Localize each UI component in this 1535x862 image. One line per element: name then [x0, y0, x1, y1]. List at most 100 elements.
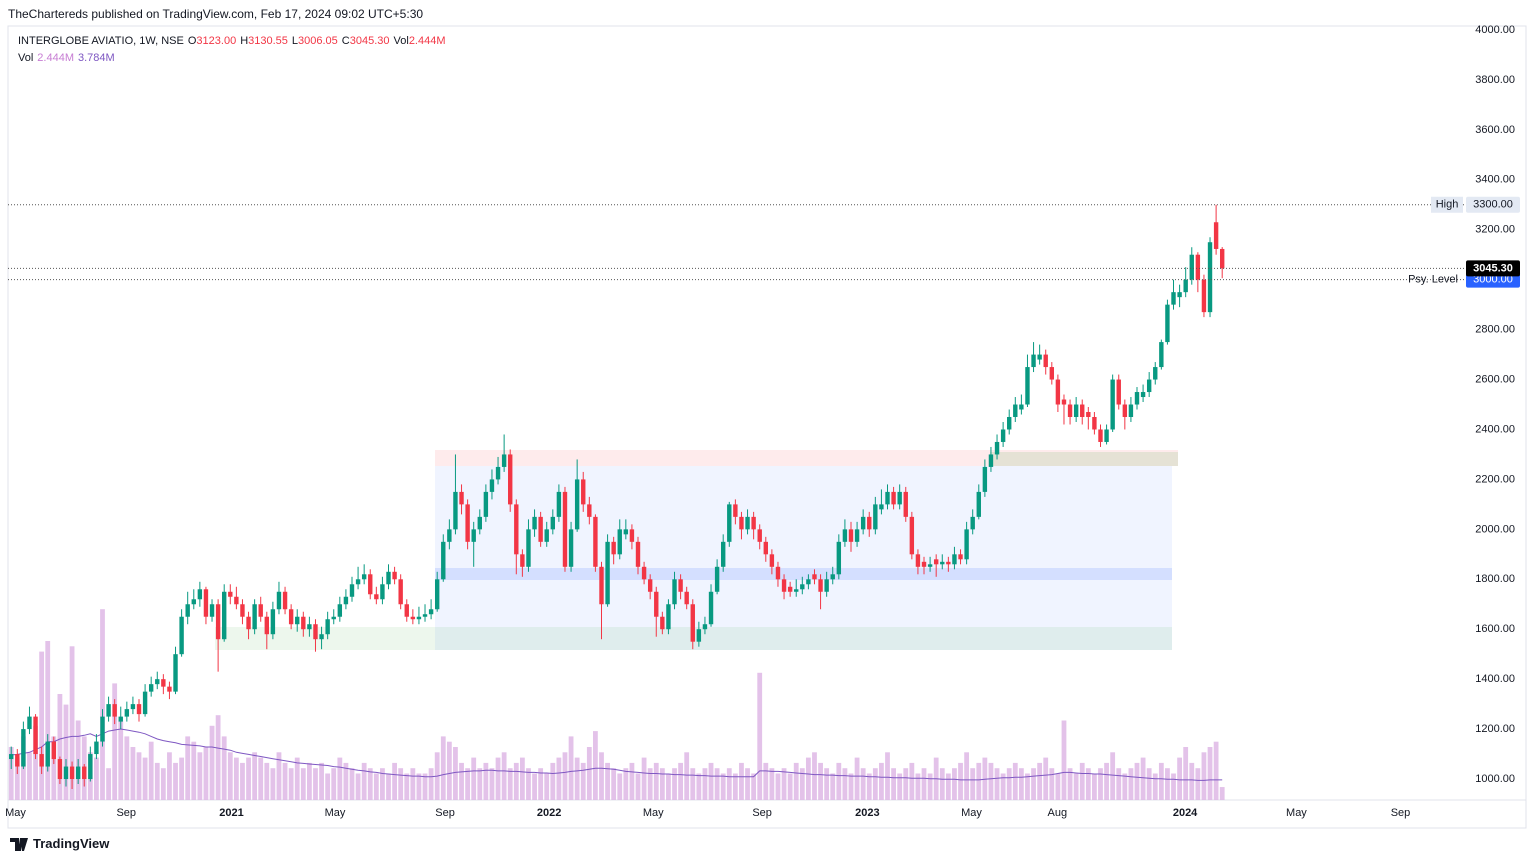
volume-bar — [1018, 768, 1024, 800]
y-tick-label: 2600.00 — [1475, 373, 1515, 385]
volume-bar — [446, 741, 452, 800]
y-tick-label: 3200.00 — [1475, 224, 1515, 236]
level-price-label: 3000.00 — [1473, 274, 1513, 286]
volume-bar — [684, 752, 690, 800]
volume-bar — [203, 747, 209, 800]
volume-bar — [647, 768, 653, 800]
volume-bar — [952, 768, 957, 800]
volume-bar — [398, 768, 404, 800]
candle-body — [21, 729, 26, 767]
volume-bar — [775, 773, 781, 800]
candle-body — [520, 554, 525, 567]
volume-bar — [258, 757, 264, 800]
candle-body — [428, 609, 434, 615]
level-label: Psy. Level — [1408, 274, 1458, 286]
volume-bar — [1067, 768, 1073, 800]
candle-body — [751, 516, 756, 530]
candle-body — [727, 504, 732, 542]
candle-body — [355, 579, 361, 585]
volume-bar — [787, 773, 793, 800]
volume-bar — [672, 768, 677, 800]
volume-bar — [988, 762, 994, 800]
volume-bar — [818, 762, 823, 800]
candle-body — [946, 561, 951, 565]
candle-body — [471, 529, 476, 542]
candle-body — [282, 591, 288, 610]
volume-bar — [459, 762, 464, 800]
volume-bar — [653, 762, 659, 800]
candle-body — [666, 604, 671, 630]
volume-bar — [422, 773, 428, 800]
y-tick-label: 2000.00 — [1475, 523, 1515, 535]
candle-body — [1080, 404, 1085, 417]
volume-bar — [666, 773, 671, 800]
candle-body — [1086, 412, 1091, 417]
legend-row: INTERGLOBE AVIATIO, 1W, NSE O3123.00 H3130… — [18, 35, 450, 47]
candle-body — [812, 574, 817, 580]
legend-value: 3130.55 — [248, 35, 288, 47]
legend-value: 3045.30 — [349, 35, 390, 47]
candle-body — [483, 491, 489, 517]
candle-body — [33, 716, 38, 755]
volume-bar — [854, 757, 860, 800]
candle-body — [63, 766, 69, 780]
y-tick-label: 1200.00 — [1475, 723, 1515, 735]
volume-bar — [964, 752, 970, 800]
candle-body — [1177, 292, 1182, 298]
volume-bar — [526, 768, 531, 800]
candle-body — [1189, 254, 1194, 280]
volume-bar — [209, 725, 215, 800]
volume-bar — [112, 683, 118, 800]
volume-bar — [355, 773, 361, 800]
volume-bar — [319, 762, 324, 800]
candle-body — [276, 591, 282, 610]
candle-body — [94, 741, 99, 755]
volume-bar — [416, 773, 422, 800]
y-tick-label: 1800.00 — [1475, 573, 1515, 585]
candle-body — [39, 754, 44, 767]
volume-bar — [872, 768, 878, 800]
candle-body — [806, 579, 811, 585]
candle-body — [830, 574, 835, 580]
volume-bar — [495, 757, 501, 800]
candle-body — [434, 579, 440, 610]
candle-body — [775, 566, 781, 580]
volume-bar — [848, 773, 854, 800]
level-price-box — [1466, 196, 1520, 213]
volume-bar — [142, 757, 148, 800]
candle-body — [313, 624, 318, 640]
candle-body — [587, 504, 592, 517]
volume-bar — [629, 762, 635, 800]
candle-body — [1165, 304, 1170, 343]
candles — [9, 204, 1225, 790]
volume-bar — [246, 757, 251, 800]
volume-bar — [410, 768, 416, 800]
volume-bar — [428, 768, 434, 800]
candle-body — [550, 516, 556, 530]
volume-bar — [921, 768, 927, 800]
volume-bar — [751, 773, 757, 800]
candle-body — [57, 759, 63, 780]
volume-bar — [830, 773, 836, 800]
candle-body — [623, 529, 629, 535]
volume-bar — [544, 773, 550, 800]
candle-body — [82, 766, 87, 780]
candle-body — [720, 541, 726, 567]
candle-body — [1067, 404, 1073, 417]
legend-value: 2.444M — [408, 35, 446, 47]
candle-body — [836, 541, 842, 575]
logo — [10, 838, 28, 851]
volume-bar — [1037, 762, 1043, 800]
volume-bar — [842, 768, 848, 800]
y-tick-label: 3400.00 — [1475, 174, 1515, 186]
volume-bar — [757, 672, 763, 800]
volume-bar — [885, 752, 890, 800]
volume-bar — [538, 768, 544, 800]
candle-body — [167, 686, 172, 692]
legend-value: 3006.05 — [298, 35, 338, 47]
candle-body — [842, 529, 848, 542]
volume-bar — [519, 757, 525, 800]
publish-header: TheChartereds published on TradingView.c… — [8, 7, 424, 21]
volume-bar — [1140, 757, 1146, 800]
volume-bar — [39, 651, 45, 800]
